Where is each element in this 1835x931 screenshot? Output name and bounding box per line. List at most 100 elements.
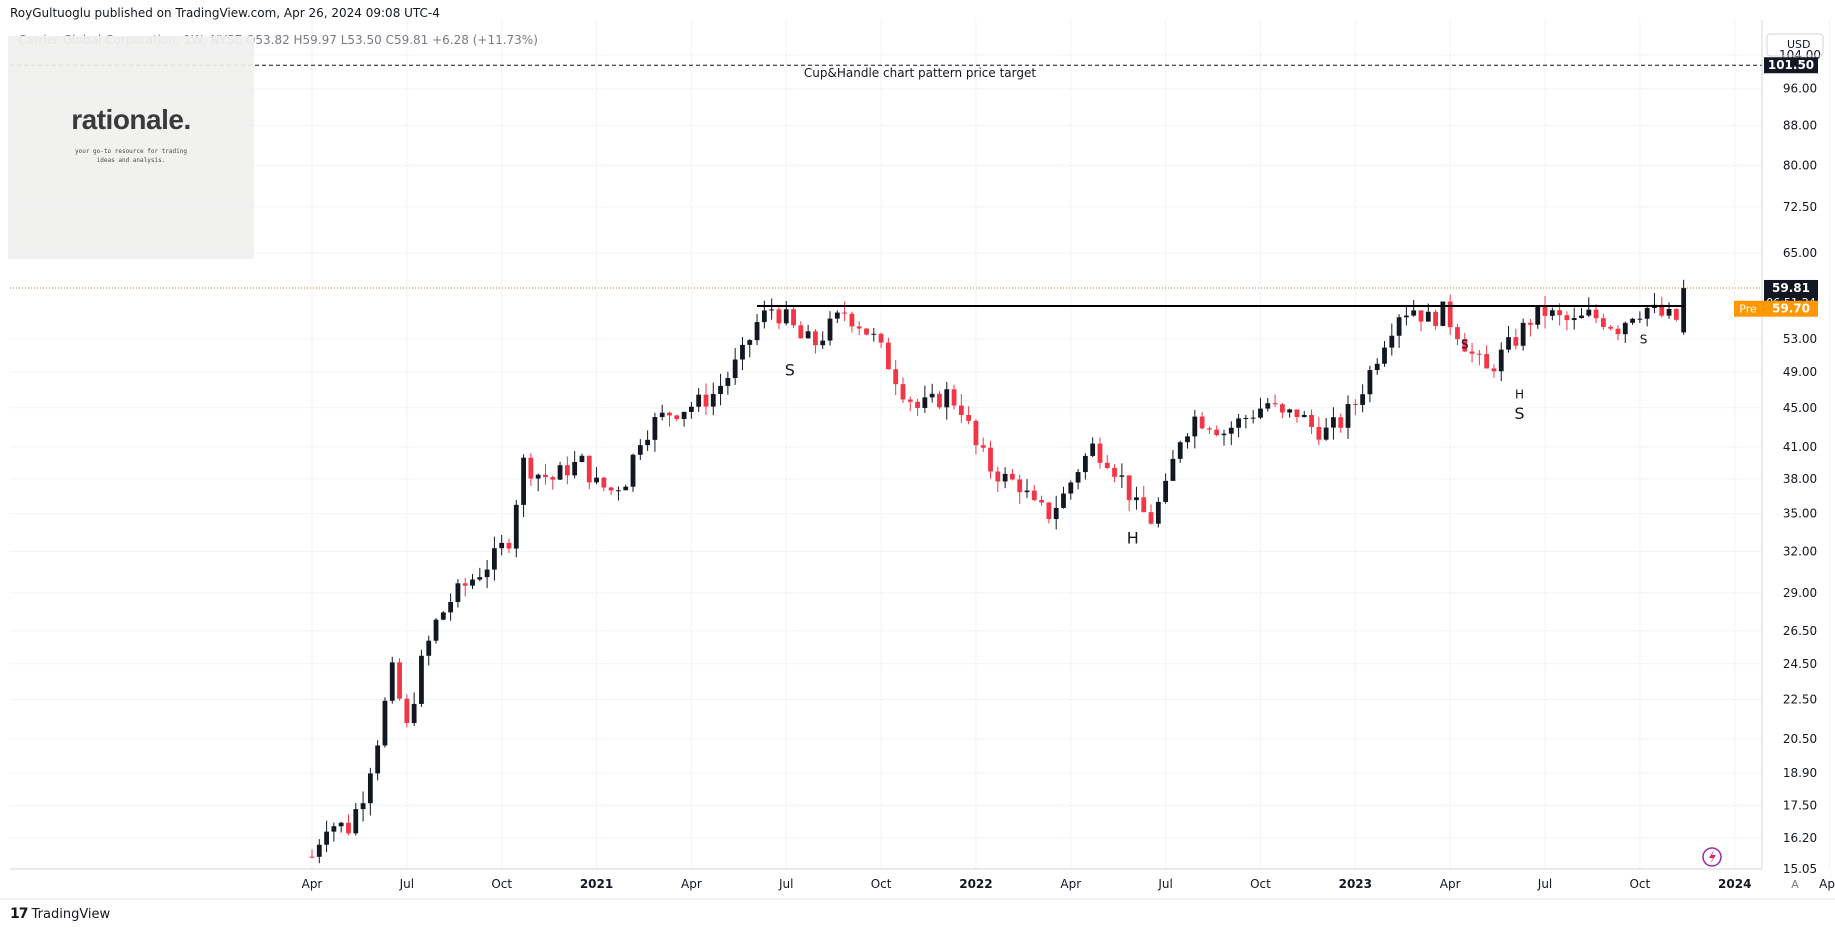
candle-body bbox=[492, 548, 497, 570]
candle-body bbox=[535, 474, 541, 479]
y-tick-label: 22.50 bbox=[1783, 693, 1817, 707]
candle-body bbox=[367, 773, 373, 804]
tradingview-brand[interactable]: 17 TradingView bbox=[10, 906, 110, 922]
candle-body bbox=[813, 331, 818, 346]
pattern-annotation: H bbox=[1515, 388, 1524, 402]
pattern-annotation: S bbox=[1514, 404, 1524, 423]
candle-body bbox=[1323, 427, 1329, 440]
currency-label[interactable]: USD bbox=[1787, 38, 1811, 51]
candle-body bbox=[681, 411, 687, 419]
candle-body bbox=[805, 331, 811, 339]
candle-body bbox=[594, 477, 599, 483]
candle-body bbox=[637, 445, 643, 455]
y-tick-label: 38.00 bbox=[1783, 472, 1817, 486]
candle-body bbox=[1170, 458, 1176, 481]
publisher-caption: RoyGultuoglu published on TradingView.co… bbox=[10, 6, 440, 20]
candle-body bbox=[513, 504, 519, 549]
candle-body bbox=[1382, 347, 1387, 364]
candle-body bbox=[1396, 317, 1402, 336]
y-tick-label: 32.00 bbox=[1783, 544, 1817, 558]
candle-body bbox=[1549, 310, 1555, 316]
x-tick-label: Apr bbox=[1440, 877, 1461, 891]
y-tick-label: 65.00 bbox=[1783, 246, 1817, 260]
candle-body bbox=[907, 399, 913, 402]
watermark-panel: rationale. your go-to resource for tradi… bbox=[8, 36, 254, 259]
pattern-annotation: S bbox=[785, 360, 795, 379]
candle-body bbox=[1148, 512, 1154, 524]
tradingview-brand-text: TradingView bbox=[31, 907, 111, 922]
candle-body bbox=[732, 359, 738, 379]
candle-body bbox=[696, 394, 702, 407]
y-tick-label: 18.90 bbox=[1783, 766, 1817, 780]
candle-body bbox=[1017, 479, 1023, 493]
candle-body bbox=[1374, 363, 1380, 371]
y-tick-label: 80.00 bbox=[1783, 158, 1817, 172]
chart-axes: 15.05 16.20 17.50 18.90 20.50 22.50 24.50 26.50… bbox=[0, 20, 1835, 900]
candle-body bbox=[375, 745, 381, 774]
lightning-icon[interactable] bbox=[1702, 847, 1722, 867]
candle-body bbox=[1155, 501, 1161, 524]
candle-body bbox=[1528, 322, 1533, 325]
pattern-annotation: S bbox=[1640, 333, 1648, 347]
candle-body bbox=[324, 831, 329, 845]
candle-body bbox=[1192, 416, 1198, 437]
candle-body bbox=[1104, 462, 1110, 468]
current-price-value: 59.81 bbox=[1772, 281, 1810, 295]
candle-body bbox=[338, 822, 344, 827]
candle-body bbox=[725, 378, 731, 386]
candle-body bbox=[1185, 436, 1190, 443]
candle-body bbox=[1622, 322, 1628, 335]
y-tick-label: 26.50 bbox=[1783, 624, 1817, 638]
candle-body bbox=[397, 662, 402, 699]
target-price-value: 101.50 bbox=[1768, 58, 1814, 72]
target-price-tag bbox=[1764, 57, 1818, 74]
candle-body bbox=[389, 662, 395, 701]
candle-body bbox=[1404, 315, 1409, 318]
candle-body bbox=[783, 309, 789, 324]
candle-body bbox=[1352, 404, 1358, 406]
y-tick-label: 24.50 bbox=[1783, 657, 1817, 671]
candle-body bbox=[1513, 337, 1519, 346]
candle-body bbox=[316, 844, 322, 857]
auto-scale-button[interactable]: A bbox=[1791, 878, 1799, 891]
candle-body bbox=[1630, 318, 1635, 323]
candle-body bbox=[1644, 308, 1650, 319]
candle-body bbox=[1455, 327, 1460, 340]
candle-body bbox=[667, 412, 672, 416]
candle-body bbox=[572, 461, 578, 476]
candle-body bbox=[1112, 467, 1117, 477]
candle-body bbox=[1075, 472, 1081, 483]
candle-body bbox=[1082, 455, 1088, 473]
candle-body bbox=[455, 583, 461, 602]
candle-body bbox=[382, 700, 388, 746]
candle-body bbox=[688, 406, 694, 412]
candle-body bbox=[1141, 497, 1147, 513]
candle-body bbox=[1301, 414, 1307, 418]
candle-body bbox=[346, 822, 351, 834]
tradingview-logo-icon: 17 bbox=[10, 906, 29, 922]
candle-body bbox=[586, 455, 592, 483]
x-tick-label: Jul bbox=[1537, 877, 1552, 891]
x-tick-label: Jul bbox=[778, 877, 793, 891]
candle-body bbox=[1608, 326, 1614, 329]
y-tick-label: 35.00 bbox=[1783, 507, 1817, 521]
candle-body bbox=[1659, 304, 1665, 316]
currency-button[interactable] bbox=[1766, 33, 1824, 57]
y-tick-label: 96.00 bbox=[1783, 82, 1817, 96]
x-tick-label: Jul bbox=[399, 877, 414, 891]
candle-body bbox=[900, 384, 906, 400]
candle-body bbox=[827, 318, 833, 341]
candle-body bbox=[1367, 370, 1373, 395]
candle-body bbox=[1258, 408, 1263, 418]
candle-body bbox=[958, 405, 964, 416]
candle-body bbox=[1418, 310, 1424, 322]
candle-body bbox=[1046, 502, 1052, 520]
candle-body bbox=[776, 309, 782, 324]
candle-body bbox=[944, 389, 950, 408]
candle-body bbox=[980, 445, 986, 448]
candle-body bbox=[849, 313, 855, 327]
candle-body bbox=[1163, 480, 1169, 502]
candle-body bbox=[1221, 433, 1227, 436]
x-tick-label: Oct bbox=[491, 877, 512, 891]
